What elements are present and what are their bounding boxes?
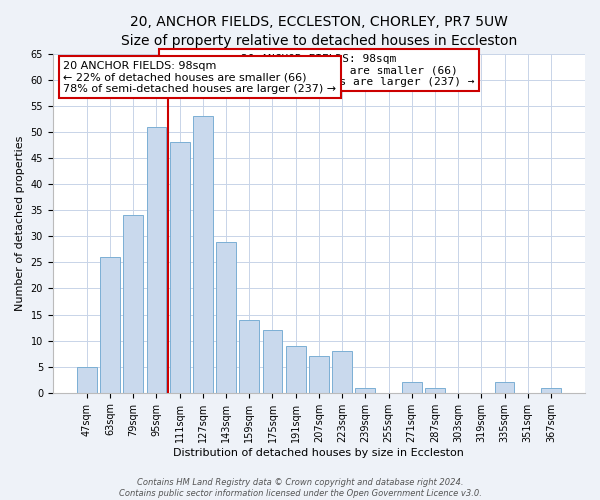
Bar — [355, 388, 375, 392]
Bar — [286, 346, 305, 393]
Bar — [170, 142, 190, 392]
Bar — [402, 382, 422, 392]
Bar — [216, 242, 236, 392]
Bar — [124, 216, 143, 392]
Text: 20 ANCHOR FIELDS: 98sqm
← 22% of detached houses are smaller (66)
78% of semi-de: 20 ANCHOR FIELDS: 98sqm ← 22% of detache… — [164, 54, 474, 87]
Bar — [239, 320, 259, 392]
Title: 20, ANCHOR FIELDS, ECCLESTON, CHORLEY, PR7 5UW
Size of property relative to deta: 20, ANCHOR FIELDS, ECCLESTON, CHORLEY, P… — [121, 15, 517, 48]
Bar — [77, 366, 97, 392]
Text: 20 ANCHOR FIELDS: 98sqm
← 22% of detached houses are smaller (66)
78% of semi-de: 20 ANCHOR FIELDS: 98sqm ← 22% of detache… — [64, 60, 337, 94]
Bar — [494, 382, 514, 392]
X-axis label: Distribution of detached houses by size in Eccleston: Distribution of detached houses by size … — [173, 448, 464, 458]
Bar — [425, 388, 445, 392]
Bar — [541, 388, 561, 392]
Bar — [309, 356, 329, 393]
Y-axis label: Number of detached properties: Number of detached properties — [15, 136, 25, 311]
Bar — [146, 127, 166, 392]
Bar — [193, 116, 213, 392]
Bar — [263, 330, 283, 392]
Bar — [100, 257, 120, 392]
Bar — [332, 351, 352, 393]
Text: Contains HM Land Registry data © Crown copyright and database right 2024.
Contai: Contains HM Land Registry data © Crown c… — [119, 478, 481, 498]
